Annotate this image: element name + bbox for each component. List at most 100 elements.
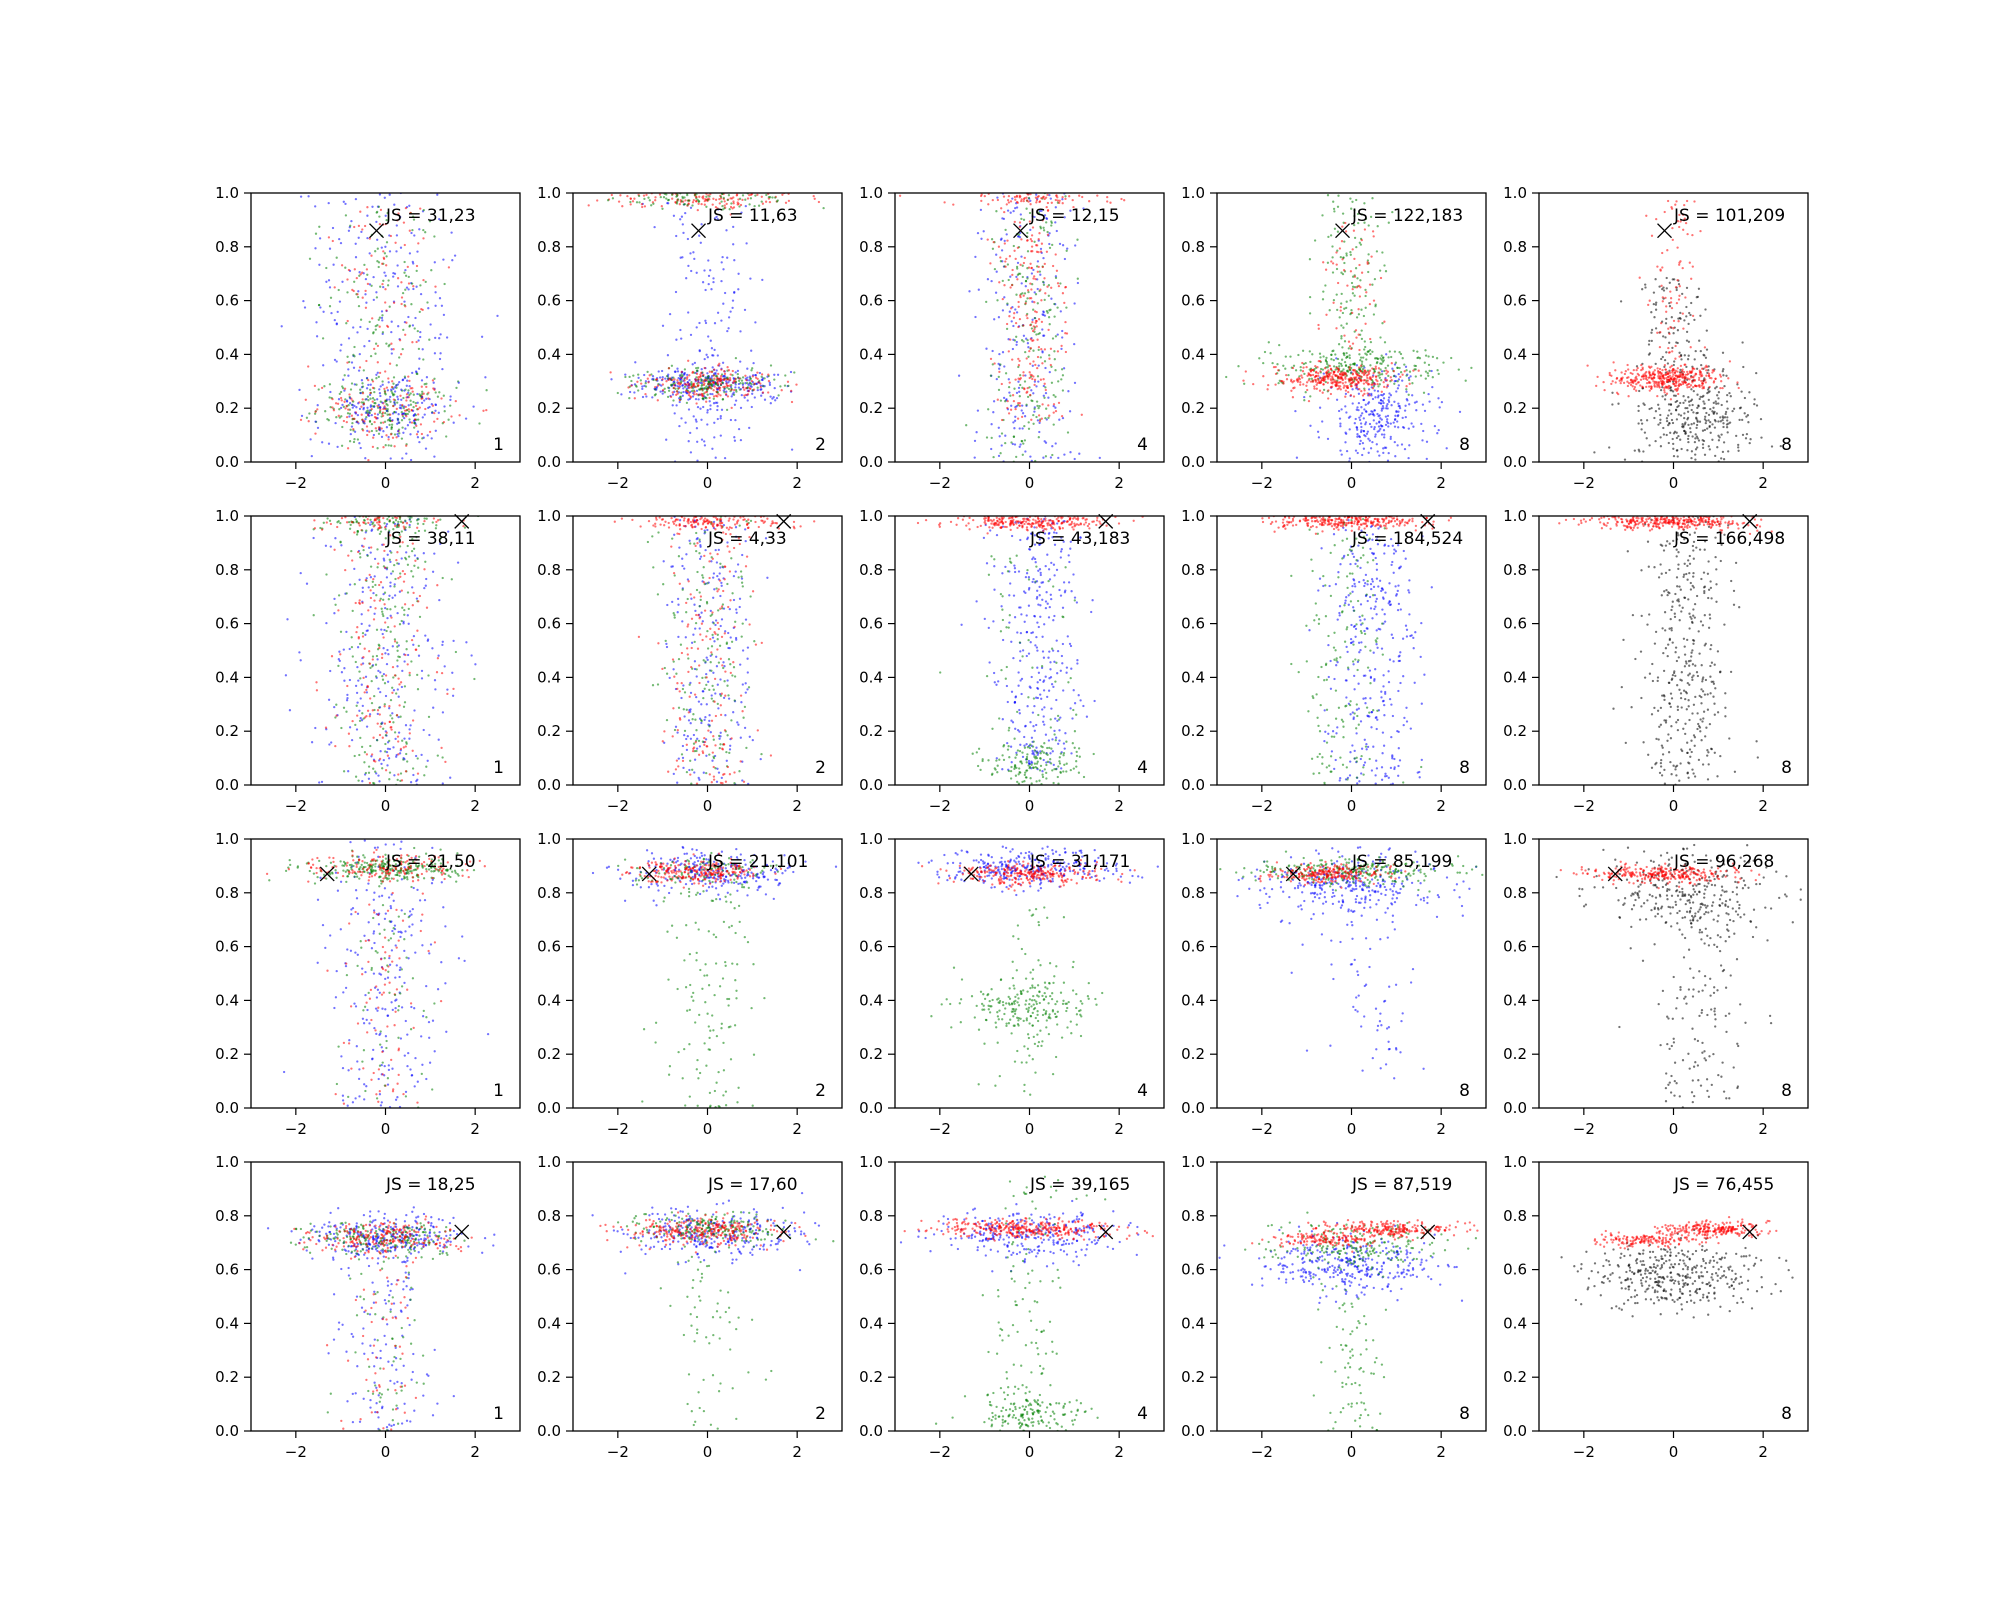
scatter-point-blue (661, 392, 664, 395)
scatter-point-blue (428, 405, 431, 409)
scatter-point-blue (440, 304, 444, 307)
scatter-point-red (1054, 198, 1057, 202)
scatter-point-green (1375, 250, 1379, 253)
scatter-point-red (1317, 372, 1320, 375)
scatter-point-green (1030, 327, 1034, 330)
y-tick-label: 0.8 (215, 238, 239, 256)
scatter-point-blue (693, 257, 696, 261)
scatter-point-green (1309, 360, 1312, 364)
scatter-point-red (757, 381, 760, 384)
scatter-point-green (741, 382, 745, 385)
scatter-point-blue (425, 376, 429, 379)
scatter-point-black (1670, 316, 1673, 319)
scatter-point-blue (675, 404, 678, 407)
scatter-point-black (1698, 420, 1702, 423)
scatter-point-black (1611, 403, 1614, 406)
scatter-point-black (1718, 436, 1721, 439)
scatter-point-green (1442, 361, 1445, 364)
scatter-point-red (1035, 325, 1038, 328)
scatter-point-red (1685, 199, 1689, 203)
scatter-point-green (1269, 352, 1272, 355)
scatter-point-blue (1431, 385, 1434, 389)
scatter-point-green (1338, 362, 1341, 365)
scatter-point-red (1018, 402, 1021, 405)
scatter-point-red (1677, 320, 1680, 323)
scatter-point-red (1109, 201, 1112, 204)
scatter-point-black (1707, 445, 1710, 448)
scatter-point-blue (747, 383, 750, 386)
scatter-point-blue (695, 420, 698, 423)
scatter-point-red (759, 382, 762, 385)
scatter-point-red (1006, 399, 1009, 403)
scatter-point-red (1028, 220, 1031, 223)
scatter-point-blue (418, 440, 421, 444)
scatter-point-green (1021, 264, 1024, 267)
scatter-point-blue (713, 421, 716, 424)
scatter-point-red (1290, 389, 1293, 392)
scatter-point-red (1368, 377, 1371, 380)
scatter-point-black (1687, 440, 1690, 444)
scatter-point-blue (424, 584, 427, 587)
scatter-point-red (720, 378, 723, 381)
scatter-point-red (726, 395, 730, 398)
scatter-point-blue (725, 390, 728, 393)
scatter-point-blue (365, 691, 369, 694)
scatter-point-red (1344, 221, 1347, 225)
scatter-point-green (985, 436, 989, 439)
scatter-point-green (670, 364, 674, 367)
scatter-point-red (1366, 379, 1369, 382)
scatter-point-green (348, 440, 352, 443)
scatter-point-green (1408, 370, 1412, 373)
scatter-point-green (1048, 246, 1052, 250)
scatter-point-red (1333, 370, 1336, 373)
scatter-point-green (407, 389, 410, 392)
scatter-point-black (1721, 370, 1724, 373)
scatter-point-blue (687, 440, 690, 443)
scatter-point-green (637, 389, 640, 392)
scatter-point-blue (412, 262, 415, 265)
scatter-point-green (667, 389, 671, 392)
scatter-point-blue (1073, 381, 1077, 385)
scatter-point-red (1352, 229, 1356, 232)
scatter-point-green (377, 261, 381, 264)
scatter-point-black (1728, 391, 1731, 395)
scatter-point-green (1424, 377, 1427, 380)
scatter-point-red (1720, 380, 1723, 383)
scatter-point-black (1654, 362, 1657, 366)
scatter-point-blue (1041, 328, 1044, 331)
scatter-point-blue (1409, 375, 1412, 378)
scatter-point-green (1335, 293, 1338, 296)
scatter-point-black (1688, 311, 1691, 315)
scatter-point-red (703, 378, 706, 382)
scatter-point-green (1363, 340, 1366, 343)
scatter-point-green (1345, 252, 1348, 255)
scatter-point-red (1357, 380, 1360, 383)
scatter-point-green (1319, 367, 1323, 371)
scatter-point-blue (392, 689, 396, 692)
scatter-point-blue (998, 435, 1001, 438)
scatter-point-green (723, 207, 726, 210)
scatter-point-red (343, 400, 346, 403)
scatter-point-black (1736, 383, 1739, 386)
scatter-point-red (1328, 364, 1332, 368)
scatter-point-blue (393, 583, 396, 586)
scatter-point-green (416, 329, 419, 333)
scatter-point-blue (1382, 401, 1385, 405)
scatter-point-green (1022, 218, 1026, 221)
scatter-point-red (1661, 380, 1664, 383)
scatter-point-green (1028, 211, 1032, 215)
y-tick-label: 0.8 (1503, 238, 1527, 256)
scatter-point-blue (392, 271, 395, 275)
scatter-point-green (363, 761, 366, 764)
scatter-point-blue (1013, 443, 1017, 446)
scatter-point-blue (371, 205, 374, 208)
scatter-point-blue (1044, 391, 1048, 395)
scatter-point-black (1652, 291, 1656, 294)
scatter-point-blue (368, 409, 371, 412)
scatter-point-blue (395, 384, 398, 387)
scatter-point-blue (387, 757, 391, 760)
scatter-point-green (635, 201, 639, 204)
scatter-point-blue (347, 229, 351, 232)
scatter-point-blue (1015, 340, 1018, 344)
scatter-point-blue (390, 388, 393, 391)
